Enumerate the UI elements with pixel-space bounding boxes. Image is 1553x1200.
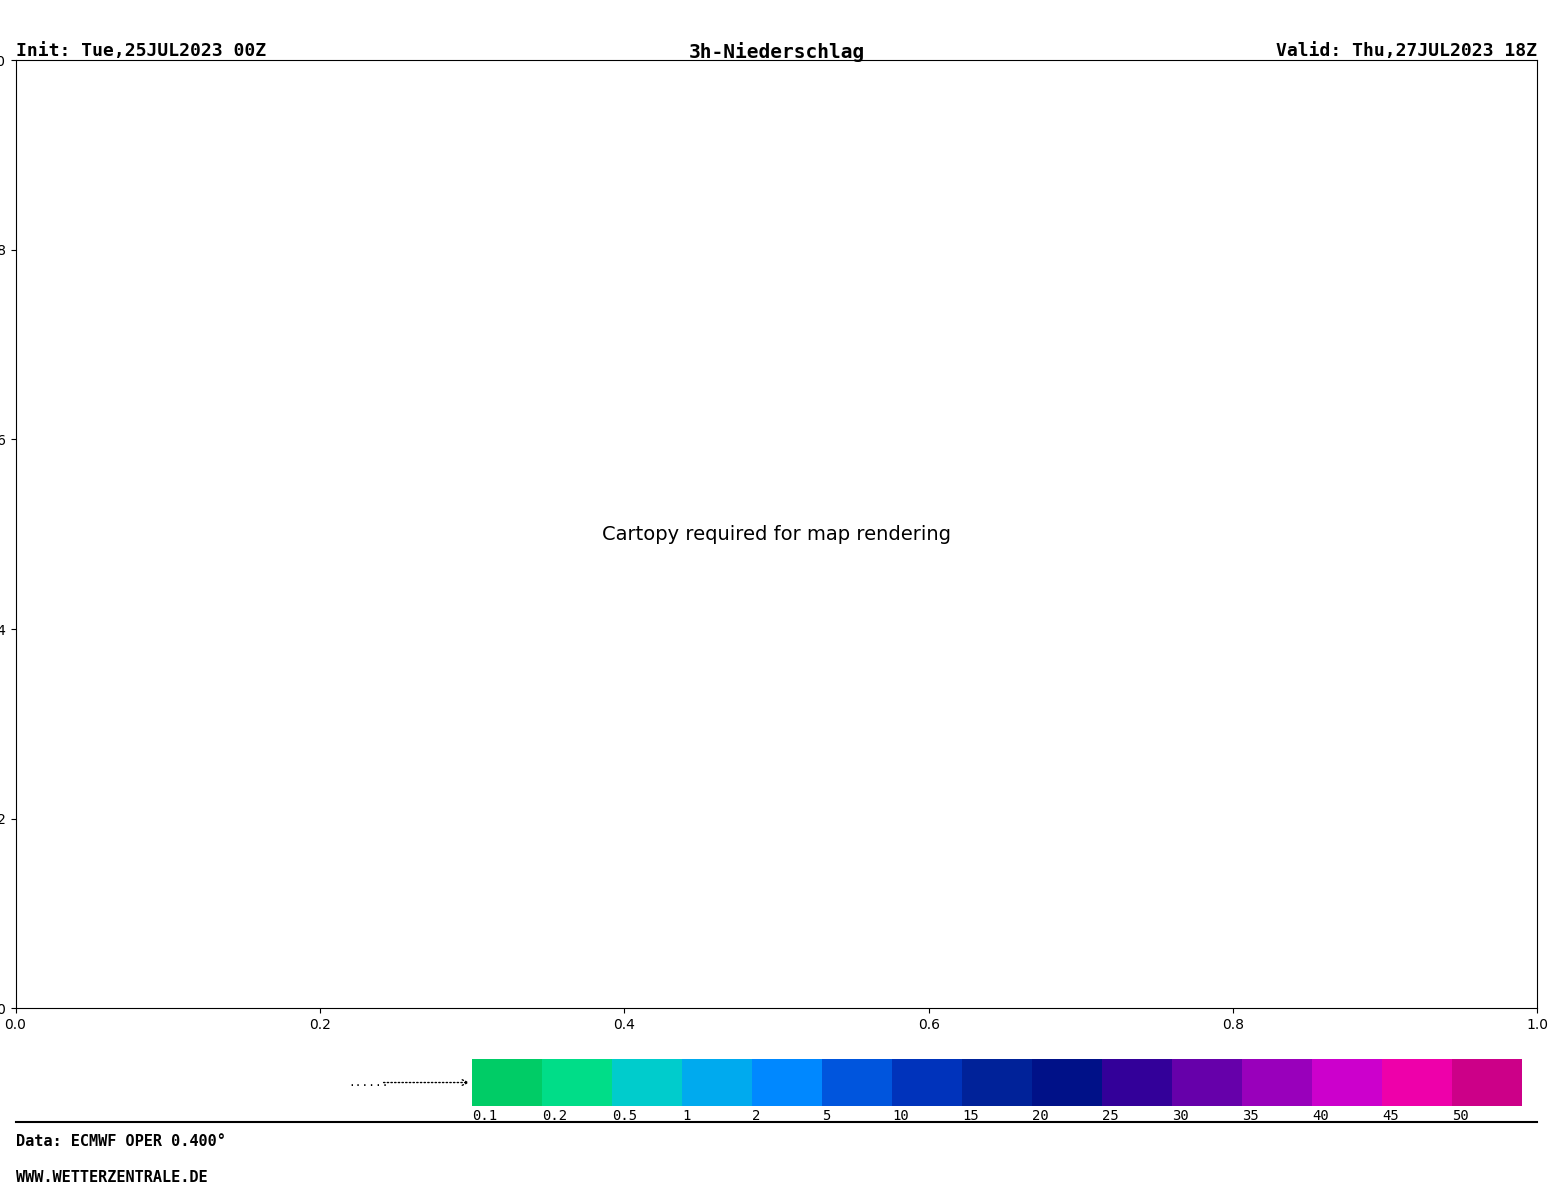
Text: 15: 15 xyxy=(963,1109,978,1123)
Text: Valid: Thu,27JUL2023 18Z: Valid: Thu,27JUL2023 18Z xyxy=(1277,42,1537,60)
Text: 3h-Niederschlag: 3h-Niederschlag xyxy=(688,42,865,62)
Text: 0.5: 0.5 xyxy=(612,1109,637,1123)
Bar xyxy=(542,1060,612,1106)
Text: 2: 2 xyxy=(752,1109,761,1123)
Bar xyxy=(963,1060,1033,1106)
Text: Data: ECMWF OPER 0.400°: Data: ECMWF OPER 0.400° xyxy=(16,1134,225,1150)
Text: 30: 30 xyxy=(1173,1109,1190,1123)
Bar xyxy=(822,1060,891,1106)
Text: Init: Tue,25JUL2023 00Z: Init: Tue,25JUL2023 00Z xyxy=(16,42,266,60)
Text: 0.1: 0.1 xyxy=(472,1109,497,1123)
Bar xyxy=(752,1060,822,1106)
Bar xyxy=(1312,1060,1382,1106)
Text: ......: ...... xyxy=(348,1078,388,1087)
Text: 45: 45 xyxy=(1382,1109,1399,1123)
Text: WWW.WETTERZENTRALE.DE: WWW.WETTERZENTRALE.DE xyxy=(16,1170,207,1186)
Bar xyxy=(1242,1060,1312,1106)
Text: 1: 1 xyxy=(682,1109,691,1123)
Bar xyxy=(891,1060,963,1106)
Text: 5: 5 xyxy=(822,1109,831,1123)
Bar xyxy=(612,1060,682,1106)
Bar xyxy=(472,1060,542,1106)
Text: 35: 35 xyxy=(1242,1109,1259,1123)
Bar xyxy=(1382,1060,1452,1106)
Text: 25: 25 xyxy=(1103,1109,1120,1123)
Text: 10: 10 xyxy=(891,1109,909,1123)
Text: 0.2: 0.2 xyxy=(542,1109,567,1123)
Bar xyxy=(1452,1060,1522,1106)
Text: 40: 40 xyxy=(1312,1109,1329,1123)
Bar xyxy=(1103,1060,1173,1106)
Text: Cartopy required for map rendering: Cartopy required for map rendering xyxy=(603,524,950,544)
Text: 20: 20 xyxy=(1033,1109,1048,1123)
Bar xyxy=(1173,1060,1242,1106)
Bar xyxy=(1033,1060,1103,1106)
Bar xyxy=(682,1060,752,1106)
Text: 50: 50 xyxy=(1452,1109,1469,1123)
